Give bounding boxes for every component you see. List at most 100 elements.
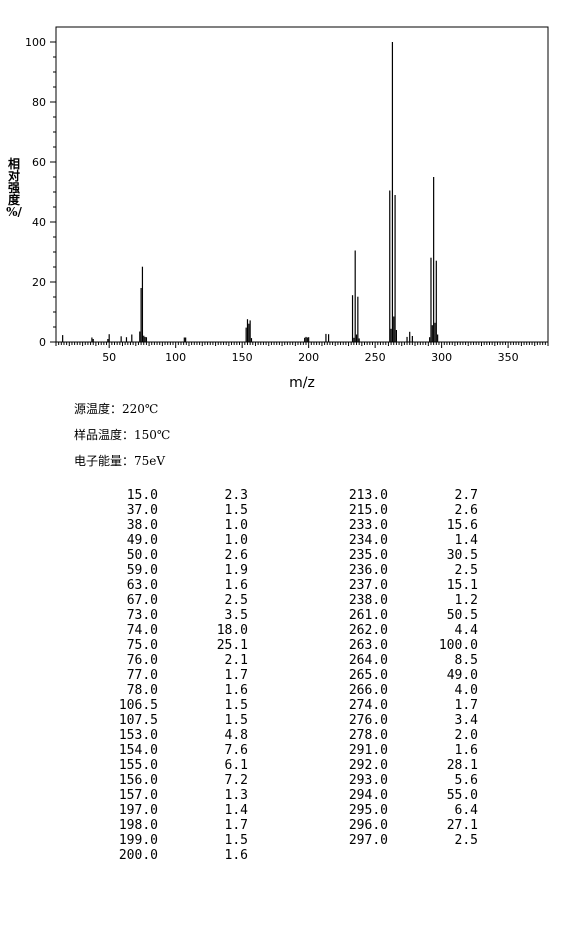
- peak-intensity-value: 1.7: [224, 818, 248, 833]
- peak-mz-value: 236.0: [348, 563, 388, 578]
- spectrum-svg: 50 100 150 200 250 300 350 0 20 40 60 80 100 m/z: [25, 26, 549, 391]
- peak-mz-value: 233.0: [348, 518, 388, 533]
- peak-mz-value: 238.0: [348, 593, 388, 608]
- peak-mz-value: 276.0: [348, 713, 388, 728]
- peak-mz-value: 296.0: [348, 818, 388, 833]
- peak-intensity-value: 100.0: [438, 638, 478, 653]
- peak-mz-value: 106.5: [118, 698, 158, 713]
- peak-mz-value: 67.0: [126, 593, 158, 608]
- peak-intensity-value: 4.8: [224, 728, 248, 743]
- y-axis-title-char: %/: [6, 205, 22, 219]
- y-tick-label: 100: [25, 36, 46, 49]
- peak-mz-value: 266.0: [348, 683, 388, 698]
- peak-mz-value: 297.0: [348, 833, 388, 848]
- peak-mz-value: 265.0: [348, 668, 388, 683]
- x-tick-label: 250: [365, 351, 386, 364]
- sample-temperature-value: 150℃: [134, 428, 171, 442]
- peak-mz-value: 235.0: [348, 548, 388, 563]
- peak-intensity-value: 6.4: [454, 803, 478, 818]
- electron-energy-label: 电子能量: [74, 454, 134, 468]
- peak-mz-value: 294.0: [348, 788, 388, 803]
- y-axis-title-char: 相: [7, 157, 20, 171]
- peak-intensity-value: 18.0: [216, 623, 248, 638]
- peak-intensity-value: 2.6: [454, 503, 478, 518]
- peak-intensity-value: 1.0: [224, 533, 248, 548]
- peak-intensity-value: 50.5: [446, 608, 478, 623]
- y-axis-title-char: 对: [7, 169, 20, 183]
- peak-mz-value: 73.0: [126, 608, 158, 623]
- y-tick-label: 40: [32, 216, 46, 229]
- peak-intensity-value: 3.5: [224, 608, 248, 623]
- peak-mz-value: 278.0: [348, 728, 388, 743]
- peak-mz-value: 293.0: [348, 773, 388, 788]
- peak-mz-value: 49.0: [126, 533, 158, 548]
- x-tick-label: 150: [232, 351, 253, 364]
- peak-mz-value: 263.0: [348, 638, 388, 653]
- peak-mz-value: 38.0: [126, 518, 158, 533]
- peak-intensity-value: 4.4: [454, 623, 478, 638]
- peak-intensity-value: 6.1: [224, 758, 248, 773]
- peak-intensity-value: 1.9: [224, 563, 248, 578]
- peak-intensity-value: 1.6: [454, 743, 478, 758]
- peak-intensity-value: 2.5: [454, 833, 478, 848]
- peak-mz-value: 262.0: [348, 623, 388, 638]
- peak-mz-value: 156.0: [118, 773, 158, 788]
- peak-intensity-value: 1.5: [224, 833, 248, 848]
- peak-mz-value: 63.0: [126, 578, 158, 593]
- peak-mz-value: 213.0: [348, 488, 388, 503]
- peak-intensity-value: 7.6: [224, 743, 248, 758]
- peak-intensity-value: 1.4: [454, 533, 478, 548]
- peak-mz-value: 198.0: [118, 818, 158, 833]
- peak-intensity-value: 1.5: [224, 503, 248, 518]
- peak-intensity-value: 1.6: [224, 683, 248, 698]
- peak-intensity-value: 1.7: [454, 698, 478, 713]
- sample-temperature: 样品温度150℃: [74, 426, 170, 443]
- y-tick-label: 20: [32, 276, 46, 289]
- peak-mz-value: 75.0: [126, 638, 158, 653]
- source-temperature: 源温度220℃: [74, 400, 158, 417]
- peak-intensity-value: 28.1: [446, 758, 478, 773]
- peak-mz-value: 274.0: [348, 698, 388, 713]
- peak-intensity-value: 25.1: [216, 638, 248, 653]
- y-tick-label: 0: [39, 336, 46, 349]
- peak-intensity-value: 2.6: [224, 548, 248, 563]
- peak-table: 15.0 2.3 37.0 1.5 38.0 1.0 49.0 1.0 50.0 2.6 59.0 1…: [0, 488, 570, 928]
- peak-intensity-value: 5.6: [454, 773, 478, 788]
- peak-mz-value: 76.0: [126, 653, 158, 668]
- peak-mz-value: 264.0: [348, 653, 388, 668]
- peak-intensity-value: 4.0: [454, 683, 478, 698]
- peak-mz-value: 199.0: [118, 833, 158, 848]
- peak-intensity-value: 2.3: [224, 488, 248, 503]
- peak-intensity-value: 30.5: [446, 548, 478, 563]
- plot-frame: [55, 26, 549, 343]
- x-tick-label: 300: [431, 351, 452, 364]
- peak-mz-value: 197.0: [118, 803, 158, 818]
- peak-intensity-value: 1.4: [224, 803, 248, 818]
- peak-intensity-value: 2.1: [224, 653, 248, 668]
- peak-intensity-value: 55.0: [446, 788, 478, 803]
- peak-mz-value: 74.0: [126, 623, 158, 638]
- peak-mz-value: 295.0: [348, 803, 388, 818]
- peak-mz-value: 37.0: [126, 503, 158, 518]
- peak-intensity-value: 1.3: [224, 788, 248, 803]
- peak-intensity-value: 27.1: [446, 818, 478, 833]
- peak-mz-value: 261.0: [348, 608, 388, 623]
- peak-intensity-value: 49.0: [446, 668, 478, 683]
- peak-intensity-value: 1.6: [224, 578, 248, 593]
- x-axis-title: m/z: [289, 375, 315, 391]
- y-axis-title-char: 强: [7, 181, 20, 195]
- electron-energy-value: 75eV: [134, 454, 166, 468]
- peak-intensity-value: 2.5: [454, 563, 478, 578]
- peak-intensity-value: 15.6: [446, 518, 478, 533]
- x-tick-label: 350: [498, 351, 519, 364]
- peak-mz-value: 157.0: [118, 788, 158, 803]
- peak-intensity-value: 1.6: [224, 848, 248, 863]
- x-tick-label: 50: [102, 351, 116, 364]
- y-axis-title: 相对强度 %/: [4, 158, 24, 218]
- peak-intensity-value: 1.0: [224, 518, 248, 533]
- peak-mz-value: 291.0: [348, 743, 388, 758]
- sample-temperature-label: 样品温度: [74, 428, 134, 442]
- peak-intensity-value: 15.1: [446, 578, 478, 593]
- peak-intensity-value: 7.2: [224, 773, 248, 788]
- peak-mz-value: 155.0: [118, 758, 158, 773]
